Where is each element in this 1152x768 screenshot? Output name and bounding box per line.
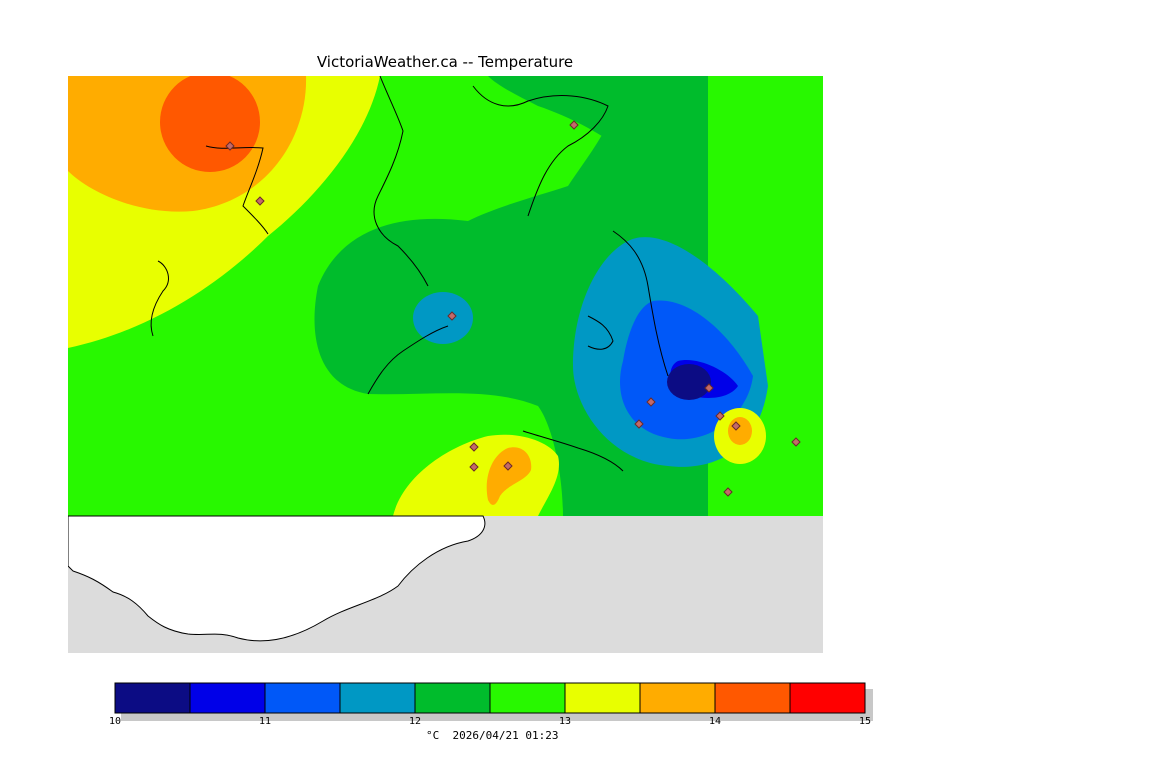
map-title: VictoriaWeather.ca -- Temperature [316,53,574,71]
contour-12-north [488,76,628,156]
legend-caption: °C 2026/04/21 01:23 [426,729,558,742]
contour-10-east [667,364,711,400]
legend-timestamp: 2026/04/21 01:23 [452,729,559,742]
legend-tick-label: 12 [408,716,422,727]
no-data-land-south [68,515,486,642]
legend-bin [114,682,191,714]
station-marker-icon [723,487,733,497]
station-marker-icon [704,383,714,393]
station-marker-icon [503,461,513,471]
station-marker-icon [469,462,479,472]
station-marker-icon [731,421,741,431]
legend-bin [489,682,566,714]
legend-bin [789,682,866,714]
station-marker-icon [225,141,235,151]
legend-tick-label: 11 [258,716,272,727]
legend-tick-label: 13 [558,716,572,727]
legend-bin [189,682,266,714]
station-marker-icon [569,120,579,130]
station-marker-icon [255,196,265,206]
contour-13-5-east [728,417,752,445]
legend-bin [264,682,341,714]
legend-bin [414,682,491,714]
legend-tick-label: 15 [858,716,872,727]
station-markers [225,120,801,497]
contour-11-5-west [413,292,473,344]
legend-shadow [121,689,873,721]
station-marker-icon [447,311,457,321]
contour-13-5-south [486,447,532,505]
temperature-map [68,76,823,653]
station-marker-icon [469,442,479,452]
station-marker-icon [715,411,725,421]
station-marker-icon [634,419,644,429]
legend-bin [564,682,641,714]
legend-bin [339,682,416,714]
station-marker-icon [646,397,656,407]
contour-14-nw [160,76,260,172]
legend-tick-label: 10 [108,716,122,727]
station-marker-icon [791,437,801,447]
legend-tick-label: 14 [708,716,722,727]
legend-unit: °C [426,729,440,742]
legend-bin [714,682,791,714]
coastline [150,76,669,472]
legend-bin [639,682,716,714]
